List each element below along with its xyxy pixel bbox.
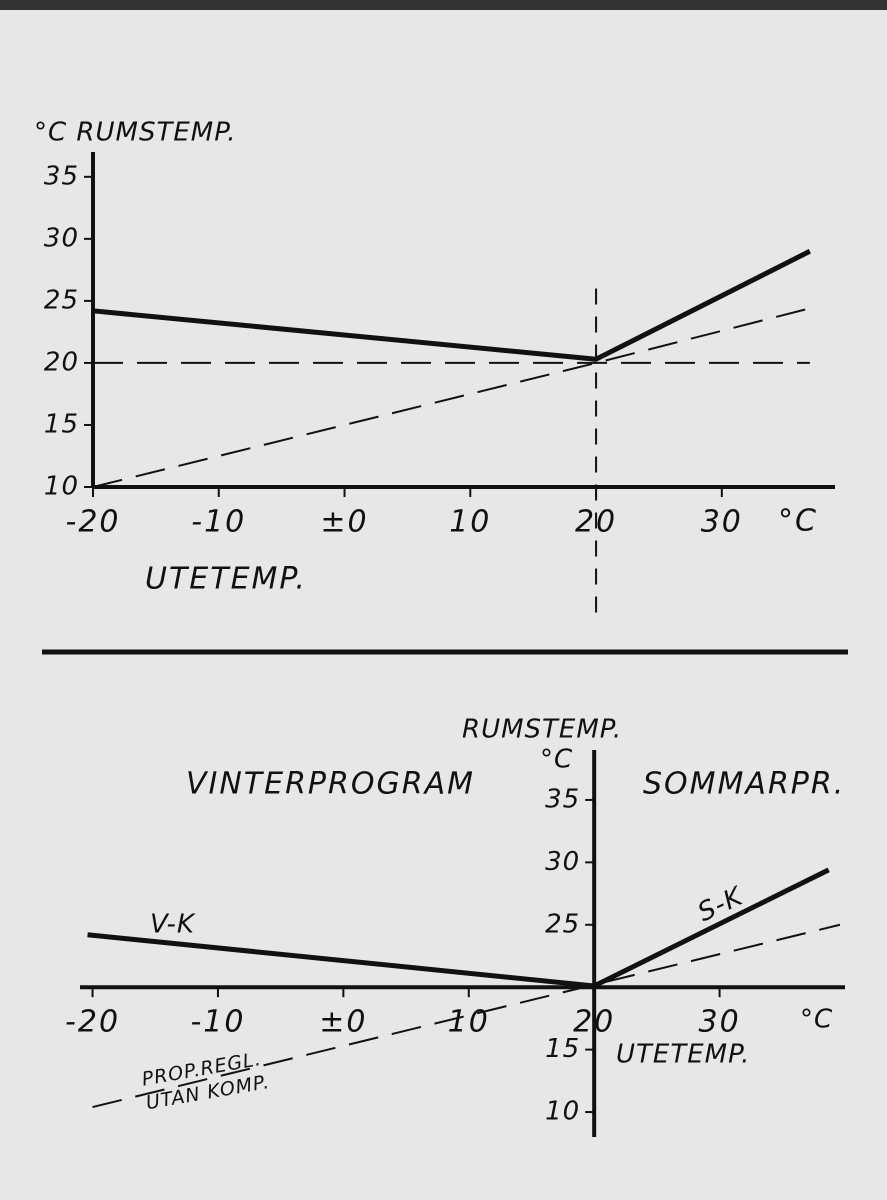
series-line — [87, 932, 595, 989]
x-tick-label: 10 — [449, 505, 491, 540]
y-tick-label: 35 — [44, 161, 79, 191]
y-tick-label: 10 — [545, 1097, 580, 1127]
x-tick-label: -10 — [190, 1005, 245, 1040]
x-tick-label: 10 — [448, 1005, 490, 1040]
top-border — [0, 0, 887, 10]
y-unit: °C — [540, 745, 573, 775]
y-tick-label: 25 — [545, 909, 580, 939]
right-title: SOMMARPR. — [643, 767, 845, 802]
x-tick-label: -20 — [65, 1005, 120, 1040]
y-tick-label: 30 — [44, 223, 79, 253]
x-tick-label: -20 — [66, 505, 121, 540]
x-tick-label: ±0 — [320, 505, 368, 540]
x-tick-label: 30 — [701, 505, 743, 540]
y-axis-label: RUMSTEMP. — [462, 715, 622, 745]
series-line — [593, 867, 830, 989]
y-tick-label: 10 — [44, 472, 79, 502]
series-line — [92, 249, 811, 362]
y-tick-label: 25 — [44, 285, 79, 315]
y-tick-label: 35 — [545, 784, 580, 814]
left-title: VINTERPROGRAM — [186, 767, 475, 802]
series-line — [92, 307, 811, 488]
x-unit: °C — [800, 1005, 833, 1035]
x-tick-label: -10 — [191, 505, 246, 540]
x-unit: °C — [778, 504, 818, 539]
y-tick-label: 15 — [44, 409, 79, 439]
x-tick-label: ±0 — [319, 1005, 367, 1040]
x-tick-label: 20 — [573, 1005, 615, 1040]
y-axis-label: °C RUMSTEMP. — [34, 118, 237, 148]
x-axis-label: UTETEMP. — [616, 1040, 750, 1070]
x-axis-label: UTETEMP. — [145, 562, 307, 597]
y-tick-label: 30 — [545, 847, 580, 877]
y-tick-label: 15 — [545, 1034, 580, 1064]
series-label: V-K — [150, 910, 196, 940]
series-label: S-K — [693, 881, 748, 928]
y-tick-label: 20 — [44, 347, 79, 377]
x-tick-label: 30 — [698, 1005, 740, 1040]
series-line — [92, 923, 841, 1109]
